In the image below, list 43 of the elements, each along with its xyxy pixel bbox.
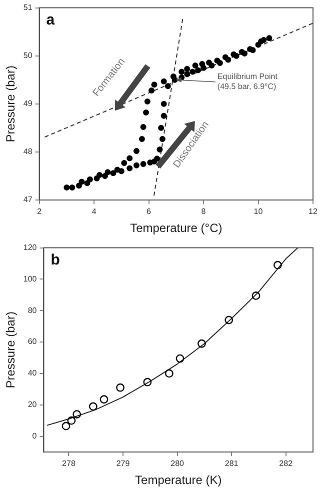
x-axis-title: Temperature (°C)	[130, 221, 222, 236]
y-tick-label: 60	[28, 337, 38, 346]
chart-title: a	[46, 11, 56, 28]
y-tick-label: 80	[28, 306, 38, 315]
y-tick-label: 49	[23, 99, 33, 108]
x-tick-label: 6	[146, 207, 152, 216]
x-tick-label: 281	[224, 459, 239, 468]
x-tick-label: 282	[279, 459, 294, 468]
point	[116, 383, 124, 392]
point	[88, 402, 98, 411]
point	[224, 316, 234, 324]
x-axis-title: Temperature (K)	[135, 473, 222, 488]
point	[67, 416, 76, 425]
y-tick-label: 20	[28, 400, 38, 410]
y-axis-title: Pressure (bar)	[4, 312, 18, 388]
chart-title: b	[50, 251, 60, 268]
x-tick-label: 4	[92, 207, 97, 216]
x-tick-label: 278	[62, 459, 76, 468]
annotation: Equilibrium Point (49.5 bar, 6.9°C)	[217, 72, 278, 92]
point	[62, 422, 70, 430]
point	[164, 369, 174, 378]
point	[100, 395, 108, 404]
y-tick-label: 0	[32, 431, 38, 440]
y-tick-label: 51	[23, 3, 33, 12]
point	[252, 292, 260, 300]
x-tick-label: 280	[170, 459, 185, 468]
y-tick-label: 47	[23, 195, 33, 204]
y-tick-label: 100	[23, 274, 38, 284]
y-tick-label: 48	[23, 147, 33, 156]
point	[143, 378, 152, 386]
point	[198, 339, 206, 348]
point	[72, 410, 82, 418]
x-tick-label: 8	[201, 207, 206, 216]
x-tick-label: 12	[308, 207, 318, 216]
y-tick-label: 120	[23, 243, 38, 252]
y-tick-label: 40	[28, 368, 38, 378]
y-axis-title: Pressure (bar)	[4, 66, 18, 142]
x-tick-label: 2	[37, 207, 42, 216]
y-tick-label: 50	[23, 51, 33, 60]
point	[274, 260, 282, 270]
x-tick-label: 10	[254, 207, 264, 216]
point	[176, 354, 184, 363]
x-tick-label: 279	[116, 459, 130, 468]
